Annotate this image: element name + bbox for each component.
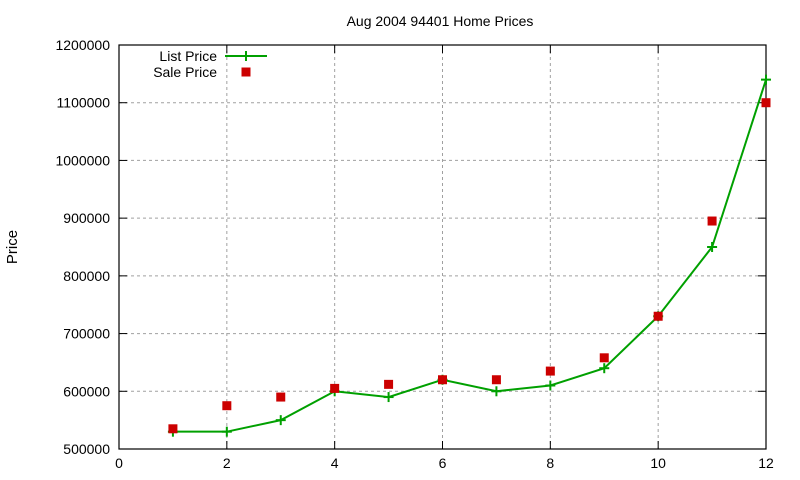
x-tick-label: 2 xyxy=(223,455,231,471)
data-point xyxy=(438,375,447,385)
data-point xyxy=(545,380,556,391)
data-point xyxy=(599,353,609,363)
data-point xyxy=(168,424,178,434)
series-layer xyxy=(167,74,771,437)
data-point xyxy=(221,426,232,437)
x-tick-label: 10 xyxy=(650,455,666,471)
legend-label: List Price xyxy=(159,48,217,64)
y-axis-label: Price xyxy=(4,230,21,264)
y-tick-label: 900000 xyxy=(63,210,110,226)
data-point xyxy=(707,216,717,226)
legend-item: List Price xyxy=(159,48,267,64)
x-tick-label: 12 xyxy=(758,455,774,471)
plot-area-border xyxy=(118,44,767,450)
plus-marker-icon xyxy=(241,51,251,61)
data-point xyxy=(761,74,771,85)
y-axis-ticks: 500000 600000 700000 800000 900000 1000000 110… xyxy=(55,37,766,457)
legend-item: Sale Price xyxy=(153,64,251,80)
grid-lines xyxy=(119,45,766,449)
x-tick-label: 4 xyxy=(331,455,339,471)
x-tick-label: 8 xyxy=(546,455,554,471)
series-sale-price xyxy=(168,98,771,434)
x-axis-ticks: 0 2 4 6 8 10 12 xyxy=(115,45,774,471)
data-point xyxy=(330,383,340,393)
y-tick-label: 700000 xyxy=(63,326,110,342)
data-point xyxy=(653,311,663,321)
y-tick-label: 800000 xyxy=(63,268,110,284)
y-tick-label: 1200000 xyxy=(55,37,110,53)
data-point xyxy=(491,375,501,385)
data-point xyxy=(599,363,610,374)
square-marker-icon xyxy=(241,67,251,77)
series-list-price xyxy=(167,74,771,437)
y-tick-label: 600000 xyxy=(63,383,110,399)
x-tick-label: 6 xyxy=(439,455,447,471)
y-tick-label: 1100000 xyxy=(57,95,111,111)
data-point xyxy=(761,98,771,108)
legend-label: Sale Price xyxy=(153,64,217,80)
data-point xyxy=(275,415,286,426)
y-tick-label: 1000000 xyxy=(55,152,110,168)
data-point xyxy=(384,379,394,389)
data-point xyxy=(545,366,555,376)
data-point xyxy=(383,392,394,403)
y-tick-label: 500000 xyxy=(63,441,110,457)
data-point xyxy=(276,392,286,402)
x-tick-label: 0 xyxy=(115,455,123,471)
chart-title: Aug 2004 94401 Home Prices xyxy=(347,13,534,29)
data-point xyxy=(491,386,502,397)
data-point xyxy=(222,401,232,411)
data-point xyxy=(707,242,718,252)
